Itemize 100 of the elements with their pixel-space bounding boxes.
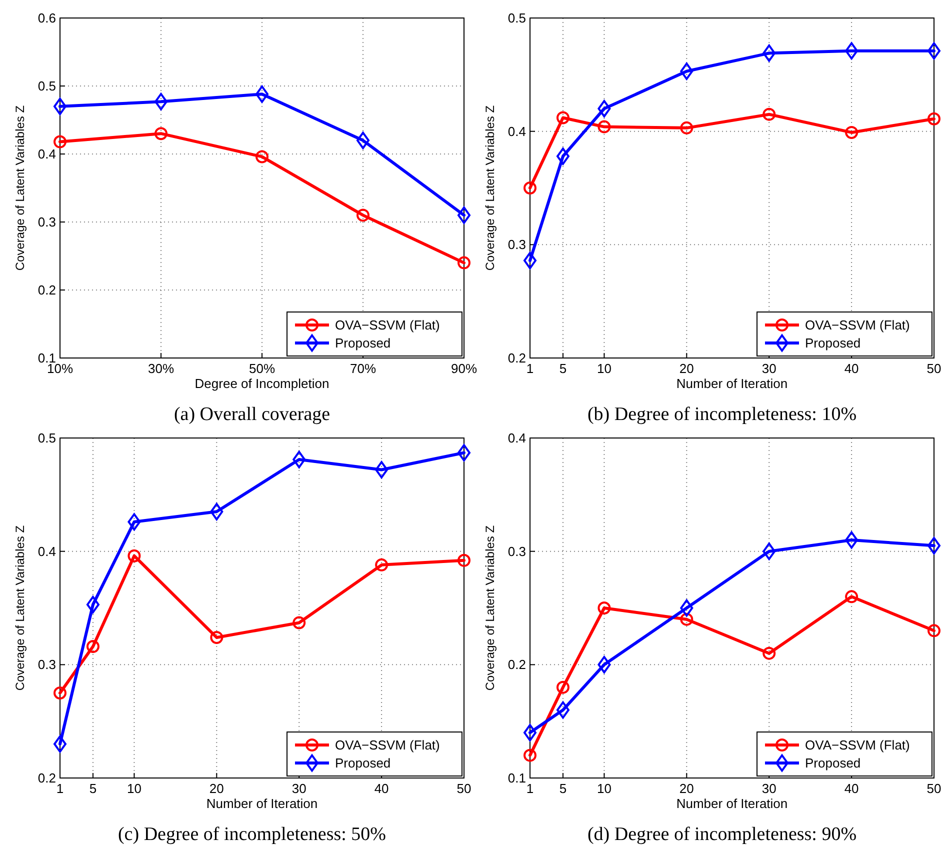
y-tick-label: 0.4 [508, 430, 526, 446]
y-tick-label: 0.3 [508, 544, 526, 559]
text: (b) Degree of incompleteness: 10% [587, 404, 857, 425]
x-tick-label: 70% [350, 361, 376, 376]
point [680, 612, 694, 626]
point [375, 558, 388, 572]
point [556, 701, 570, 719]
point [556, 111, 570, 124]
point [356, 208, 370, 222]
legend-label: Proposed [805, 756, 861, 770]
point [845, 531, 858, 549]
point [524, 252, 536, 270]
y-tick-label: 0.4 [38, 146, 56, 162]
x-tick-label: 1 [56, 781, 64, 796]
point [375, 461, 388, 478]
x-tick-label: 1 [526, 361, 534, 376]
point [598, 120, 611, 134]
y-axis-title: Coverage of Latent Variables Z [13, 105, 27, 271]
point [54, 98, 66, 116]
x-tick-label: 5 [559, 781, 567, 796]
x-tick-label: 10 [596, 361, 612, 376]
x-tick-label: 40 [374, 781, 389, 796]
point [762, 542, 776, 560]
point [762, 646, 776, 660]
x-tick-label: 40 [844, 361, 859, 376]
point [524, 724, 536, 742]
x-tick-label: 50% [248, 361, 276, 376]
point [54, 686, 66, 700]
point [210, 630, 224, 644]
text: (d) Degree of incompleteness: 90% [587, 824, 857, 845]
x-tick-label: 30 [762, 781, 776, 796]
point [356, 132, 370, 150]
x-tick-label: 10 [596, 781, 612, 796]
y-tick-label: 0.4 [508, 124, 526, 139]
text: (c) Degree of incompleteness: 50% [118, 824, 386, 845]
y-axis-title: Coverage of Latent Variables Z [483, 105, 497, 271]
point [458, 256, 470, 270]
x-tick-label: 5 [89, 781, 97, 796]
y-tick-label: 0.3 [508, 237, 526, 252]
x-axis-title: Number of Iteration [676, 796, 788, 811]
point [556, 148, 570, 165]
x-axis-title: Number of Iteration [676, 376, 788, 391]
point [680, 121, 694, 134]
y-tick-label: 0.2 [508, 657, 526, 672]
legend-label: OVA−SSVM (Flat) [805, 738, 910, 752]
x-tick-label: 20 [209, 781, 224, 796]
legend-label: OVA−SSVM (Flat) [335, 738, 440, 752]
y-tick-label: 0.3 [38, 657, 56, 672]
point [928, 624, 940, 638]
x-tick-label: 30 [292, 781, 306, 796]
point [256, 85, 268, 103]
y-tick-label: 0.2 [38, 282, 56, 298]
point [598, 656, 611, 674]
legend-label: Proposed [335, 756, 391, 770]
y-tick-label: 0.1 [508, 770, 526, 786]
point [845, 126, 858, 139]
y-tick-label: 0.2 [508, 350, 526, 366]
point [524, 748, 536, 762]
x-tick-label: 50 [926, 781, 942, 796]
point [86, 640, 100, 654]
point [680, 599, 694, 617]
legend-label: OVA−SSVM (Flat) [805, 318, 910, 332]
point [154, 127, 168, 140]
point [292, 616, 306, 630]
y-axis-title: Coverage of Latent Variables Z [13, 525, 27, 691]
legend-label: OVA−SSVM (Flat) [335, 318, 440, 332]
point [524, 182, 536, 194]
point [128, 549, 141, 562]
x-tick-label: 20 [679, 361, 694, 376]
legend-label: Proposed [335, 336, 391, 350]
x-tick-label: 40 [844, 781, 859, 796]
point [680, 62, 694, 80]
point [458, 444, 470, 462]
y-tick-label: 0.5 [38, 430, 56, 446]
x-tick-label: 20 [679, 781, 694, 796]
y-tick-label: 0.5 [38, 78, 56, 94]
point [598, 602, 611, 614]
x-tick-label: 90% [450, 361, 478, 376]
x-axis-title: Number of Iteration [206, 796, 318, 811]
x-tick-label: 5 [559, 361, 567, 376]
point [154, 92, 168, 110]
y-tick-label: 0.6 [38, 10, 56, 26]
y-tick-label: 0.3 [38, 214, 56, 230]
text: (a) Overall coverage [174, 404, 330, 425]
point [86, 596, 100, 614]
point [928, 536, 940, 554]
point [458, 206, 470, 224]
point [762, 108, 776, 121]
point [556, 680, 570, 694]
x-tick-label: 1 [526, 781, 534, 796]
point [762, 44, 776, 62]
x-tick-label: 30% [148, 361, 174, 376]
point [54, 735, 66, 753]
point [292, 450, 306, 468]
point [54, 135, 66, 148]
y-tick-label: 0.5 [508, 10, 526, 26]
point [598, 100, 611, 118]
point [845, 42, 858, 60]
x-tick-label: 10 [126, 781, 142, 796]
x-tick-label: 50 [456, 781, 472, 796]
